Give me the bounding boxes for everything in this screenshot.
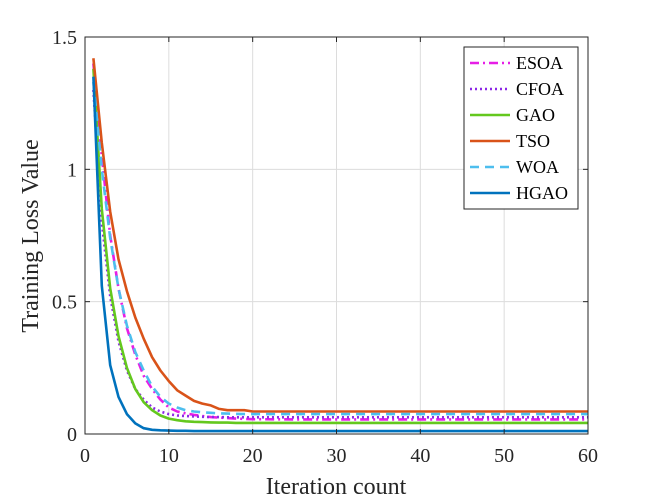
legend-label-woa: WOA — [516, 157, 559, 177]
legend-label-tso: TSO — [516, 131, 550, 151]
series-line-gao — [92, 68, 588, 425]
y-tick-label: 0.5 — [52, 292, 77, 314]
legend-box — [463, 46, 579, 210]
series-line-hgao — [92, 76, 588, 433]
x-tick-label: 0 — [80, 445, 90, 467]
y-tick-label: 1.5 — [52, 27, 77, 49]
legend-label-esoa: ESOA — [516, 53, 563, 73]
x-axis-label: Iteration count — [266, 474, 407, 500]
x-tick-label: 50 — [494, 445, 514, 467]
tick-labels: 0 10 20 30 40 50 60 0 0.5 1 1.5 — [52, 27, 598, 467]
tick-marks — [84, 36, 589, 435]
series-line-tso — [92, 58, 588, 413]
legend: ESOA CFOA GAO TSO WOA HGAO — [463, 46, 579, 210]
series-layer — [92, 58, 588, 433]
x-tick-label: 20 — [243, 445, 263, 467]
y-tick-label: 0 — [67, 424, 77, 446]
legend-label-gao: GAO — [516, 105, 555, 125]
x-tick-label: 10 — [159, 445, 179, 467]
x-tick-label: 60 — [578, 445, 598, 467]
legend-label-cfoa: CFOA — [516, 79, 564, 99]
series-line-woa — [92, 81, 588, 416]
y-tick-label: 1 — [67, 159, 77, 181]
y-axis-label: Training Loss Value — [18, 139, 44, 332]
legend-label-hgao: HGAO — [516, 183, 568, 203]
x-tick-label: 30 — [327, 445, 347, 467]
x-tick-label: 40 — [410, 445, 430, 467]
